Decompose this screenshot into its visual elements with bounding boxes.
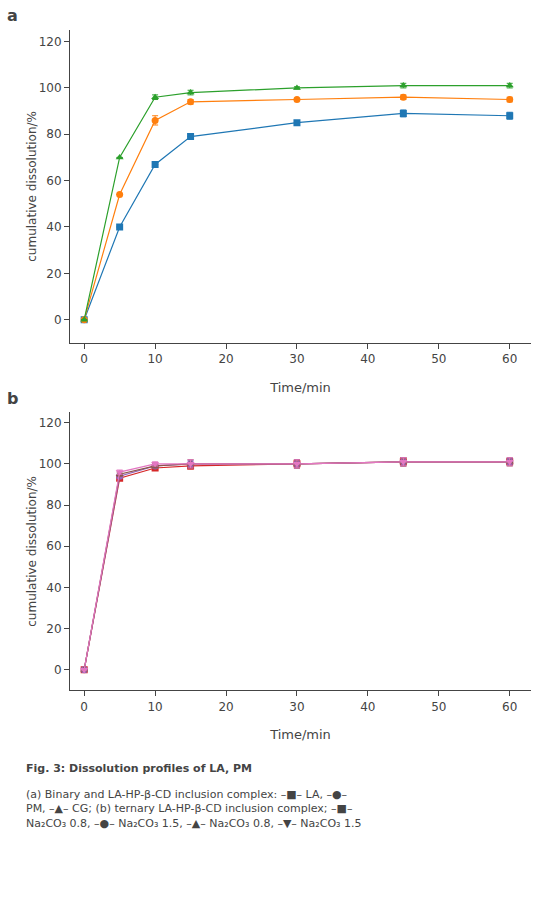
svg-text:0: 0 <box>80 352 88 366</box>
svg-text:50: 50 <box>431 352 446 366</box>
svg-text:80: 80 <box>46 127 61 141</box>
svg-text:cumulative dissolution/%: cumulative dissolution/% <box>25 111 39 262</box>
svg-text:20: 20 <box>46 267 61 281</box>
svg-text:0: 0 <box>54 313 62 327</box>
svg-text:60: 60 <box>502 352 517 366</box>
svg-text:40: 40 <box>360 700 375 714</box>
svg-text:20: 20 <box>218 700 233 714</box>
svg-text:50: 50 <box>431 700 446 714</box>
svg-text:30: 30 <box>289 700 304 714</box>
svg-text:80: 80 <box>46 498 61 512</box>
svg-text:Time/min: Time/min <box>269 727 331 742</box>
svg-text:(a) Binary and LA-HP-β-CD incl: (a) Binary and LA-HP-β-CD inclusion comp… <box>26 788 361 830</box>
svg-text:100: 100 <box>39 81 62 95</box>
svg-text:cumulative dissolution/%: cumulative dissolution/% <box>25 476 39 627</box>
svg-text:40: 40 <box>46 220 61 234</box>
svg-text:40: 40 <box>360 352 375 366</box>
svg-text:0: 0 <box>80 700 88 714</box>
svg-text:120: 120 <box>39 416 62 430</box>
svg-text:100: 100 <box>39 457 62 471</box>
svg-text:a: a <box>7 6 18 25</box>
svg-text:40: 40 <box>46 581 61 595</box>
svg-text:20: 20 <box>218 352 233 366</box>
svg-text:10: 10 <box>147 352 162 366</box>
svg-text:20: 20 <box>46 622 61 636</box>
svg-text:10: 10 <box>147 700 162 714</box>
svg-text:120: 120 <box>39 35 62 49</box>
svg-text:Time/min: Time/min <box>269 380 331 395</box>
svg-text:b: b <box>7 389 18 408</box>
svg-text:60: 60 <box>502 700 517 714</box>
svg-text:Fig. 3: Dissolution profiles o: Fig. 3: Dissolution profiles of LA, PM <box>26 762 252 775</box>
svg-text:60: 60 <box>46 539 61 553</box>
svg-text:60: 60 <box>46 174 61 188</box>
svg-text:0: 0 <box>54 663 62 677</box>
svg-text:30: 30 <box>289 352 304 366</box>
